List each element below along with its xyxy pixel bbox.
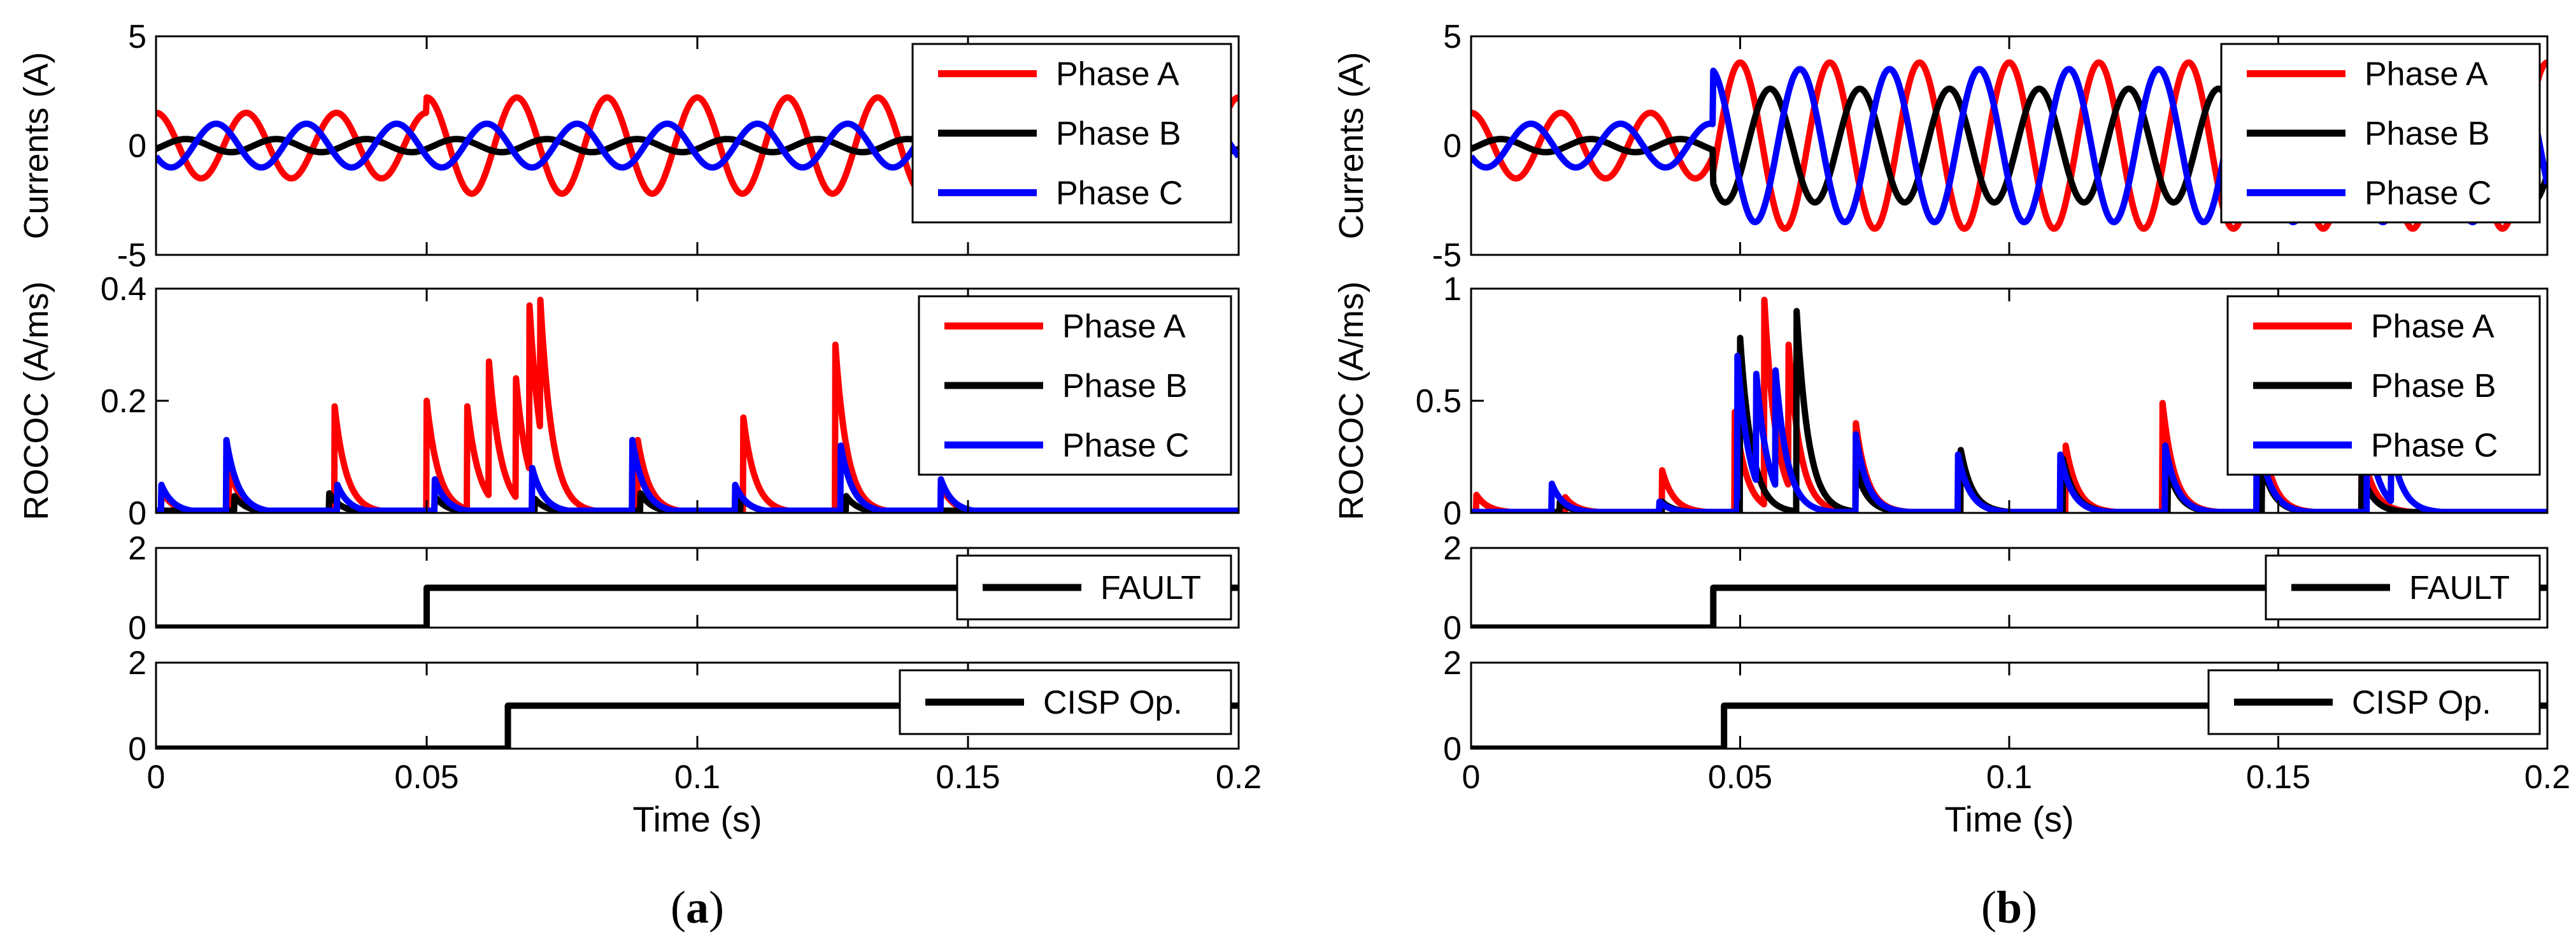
x-tick-label: 0	[147, 759, 166, 796]
y-axis-label: Currents (A)	[1332, 52, 1370, 239]
series-cisp-op-line	[1471, 702, 2547, 749]
legend: FAULT	[956, 554, 1232, 621]
y-tick-label: 1	[1443, 271, 1462, 308]
y-tick-label: 2	[1443, 530, 1462, 567]
plot-area	[1471, 584, 2547, 628]
y-tick-label: -5	[117, 237, 146, 274]
subplot-a-2: 0 0.2 0.4 ROCOC (A/ms) Phase A Phase B Phase C	[17, 271, 1240, 532]
y-tick-label: 0.5	[1416, 383, 1462, 420]
x-tick-label: 0	[1462, 759, 1481, 796]
plot-area	[156, 702, 1239, 749]
legend-label-phase-b: Phase B	[1056, 115, 1181, 152]
subplot-b-1: -5 0 5 Currents (A) Phase A Phase B Phase C	[1332, 18, 2549, 274]
legend-label-phase-b: Phase B	[2371, 368, 2496, 405]
x-tick-label: 0.1	[1986, 759, 2032, 796]
x-tick-label: 0.1	[674, 759, 720, 796]
x-tick-label: 0.05	[1708, 759, 1772, 796]
subplot-b-2: 0 0.5 1 ROCOC (A/ms) Phase A Phase B Phase C	[1332, 271, 2549, 532]
y-tick-label: 0.2	[101, 383, 146, 420]
x-tick-label: 0.05	[394, 759, 459, 796]
series-cisp-op-line	[156, 702, 1239, 749]
legend-label-phase-a: Phase A	[2371, 308, 2494, 345]
legend-label-phase-c: Phase C	[1056, 175, 1183, 212]
legend-label-cisp-op: CISP Op.	[2352, 684, 2491, 721]
y-tick-label: 2	[1443, 645, 1462, 682]
x-axis-label: Time (s)	[1944, 799, 2074, 839]
legend-label-phase-c: Phase C	[2365, 175, 2491, 212]
subplot-b-3: 0 2 FAULT	[1443, 530, 2549, 647]
y-tick-label: 2	[128, 645, 146, 682]
legend-label-fault: FAULT	[2409, 570, 2510, 607]
y-tick-label: 0	[1443, 495, 1462, 532]
y-tick-label: 0	[1443, 128, 1462, 165]
y-tick-label: -5	[1432, 237, 1462, 274]
subplot-a-3: 0 2 FAULT	[128, 530, 1240, 647]
y-tick-label: 0	[128, 731, 146, 768]
panel-caption: (a)	[671, 882, 724, 933]
y-tick-label: 0	[128, 610, 146, 647]
legend-label-cisp-op: CISP Op.	[1043, 684, 1183, 721]
x-tick-label: 0.2	[1216, 759, 1262, 796]
panel-a: -5 0 5 Currents (A) Phase A Phase B Phase C 0 0.…	[17, 18, 1262, 933]
x-tick-label: 0.15	[2246, 759, 2310, 796]
subplot-a-1: -5 0 5 Currents (A) Phase A Phase B Phase C	[17, 18, 1240, 274]
legend: Phase A Phase B Phase C	[2226, 295, 2541, 476]
panel-caption: (b)	[1981, 882, 2037, 933]
legend: CISP Op.	[899, 669, 1232, 735]
y-tick-label: 0	[128, 495, 146, 532]
panel-b: -5 0 5 Currents (A) Phase A Phase B Phase C 0 0.…	[1332, 18, 2570, 933]
panel-caption-label: b	[1996, 882, 2022, 933]
legend-label-phase-a: Phase A	[1062, 308, 1186, 345]
legend-label-fault: FAULT	[1100, 570, 1201, 607]
y-tick-label: 0	[1443, 731, 1462, 768]
plot-area	[156, 584, 1239, 628]
y-tick-label: 0.4	[101, 271, 146, 308]
legend-label-phase-a: Phase A	[1056, 56, 1179, 93]
y-tick-label: 0	[1443, 610, 1462, 647]
plot-area	[1471, 702, 2547, 749]
legend: Phase A Phase B Phase C	[918, 295, 1232, 476]
subplot-b-4: 0 2 CISP Op. 0 0.05 0.1 0.15 0.2 Time (s)	[1443, 645, 2570, 839]
series-fault-line	[156, 584, 1239, 628]
series-fault-line	[1471, 584, 2547, 628]
subplot-a-4: 0 2 CISP Op. 0 0.05 0.1 0.15 0.2 Time (s)	[128, 645, 1262, 839]
legend: Phase A Phase B Phase C	[2220, 43, 2541, 224]
panel-caption-label: a	[686, 882, 709, 933]
legend-label-phase-c: Phase C	[2371, 427, 2498, 464]
legend: CISP Op.	[2207, 669, 2541, 735]
legend: FAULT	[2265, 554, 2541, 621]
legend: Phase A Phase B Phase C	[911, 43, 1232, 224]
y-tick-label: 0	[128, 128, 146, 165]
legend-label-phase-b: Phase B	[1062, 368, 1188, 405]
y-tick-label: 5	[128, 18, 146, 55]
legend-label-phase-b: Phase B	[2365, 115, 2490, 152]
x-tick-label: 0.2	[2524, 759, 2570, 796]
x-tick-label: 0.15	[936, 759, 1000, 796]
x-axis-label: Time (s)	[632, 799, 762, 839]
legend-label-phase-a: Phase A	[2365, 56, 2488, 93]
y-axis-label: Currents (A)	[17, 52, 55, 239]
y-tick-label: 2	[128, 530, 146, 567]
y-axis-label: ROCOC (A/ms)	[1332, 282, 1370, 521]
y-axis-label: ROCOC (A/ms)	[17, 282, 55, 521]
y-tick-label: 5	[1443, 18, 1462, 55]
legend-label-phase-c: Phase C	[1062, 427, 1189, 464]
